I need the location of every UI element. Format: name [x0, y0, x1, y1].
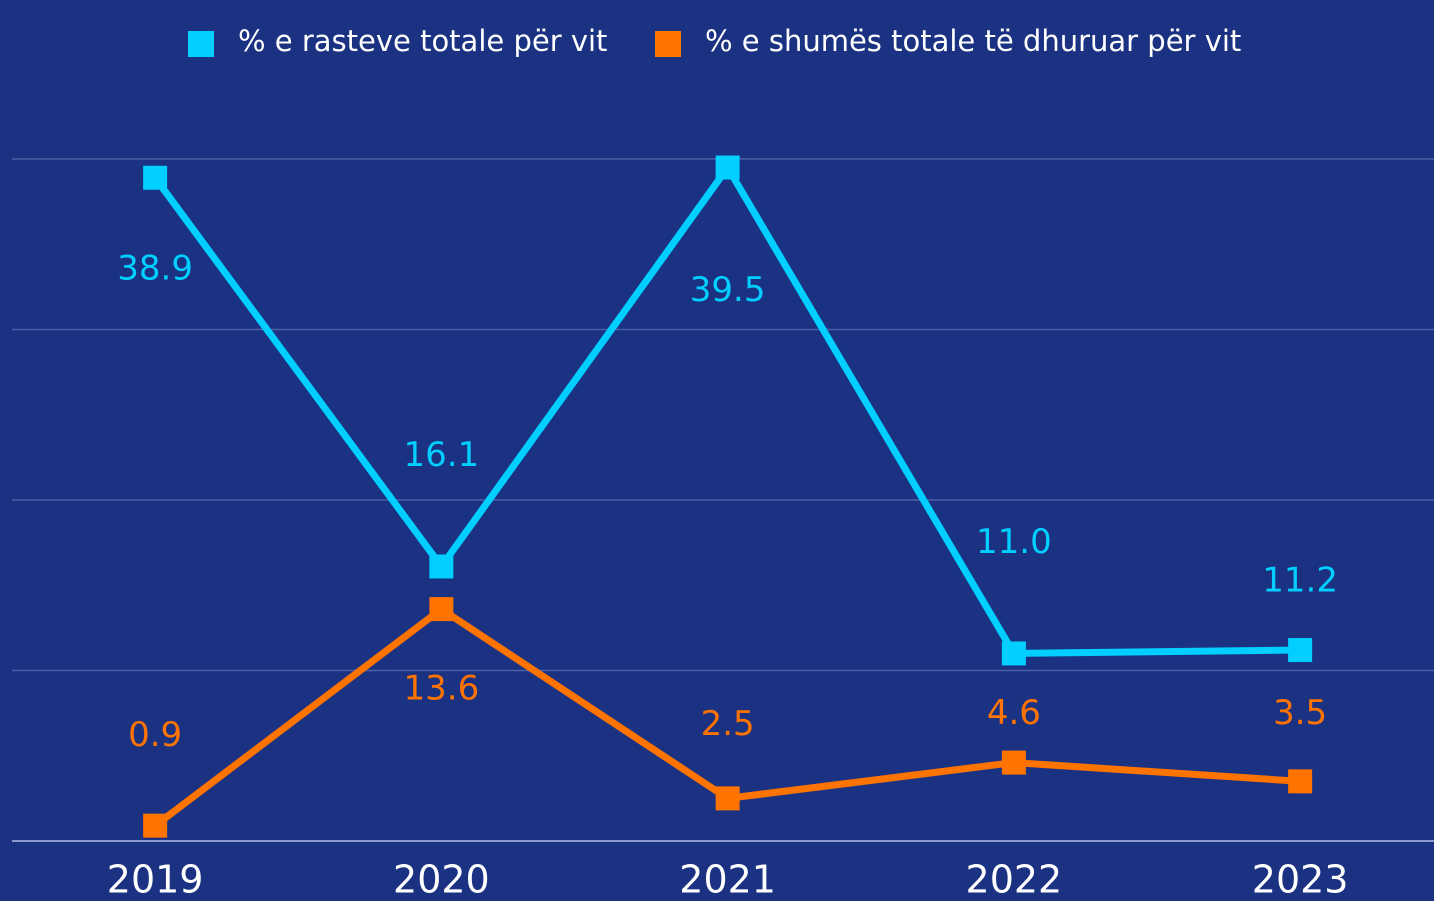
x-tick-label: 2019	[107, 858, 204, 901]
data-label: 13.6	[404, 669, 480, 709]
data-label: 0.9	[128, 715, 182, 755]
data-label: 4.6	[987, 693, 1041, 733]
point-marker	[715, 786, 740, 811]
point-marker	[429, 554, 454, 579]
data-label: 3.5	[1273, 693, 1327, 733]
data-label: 11.2	[1262, 561, 1338, 601]
point-marker	[143, 813, 168, 838]
point-marker	[1001, 641, 1026, 666]
data-label: 39.5	[690, 270, 766, 310]
legend-swatch	[188, 31, 214, 57]
point-marker	[143, 165, 168, 190]
x-tick-label: 2022	[966, 858, 1063, 901]
point-marker	[1001, 750, 1026, 775]
legend-swatch	[655, 31, 681, 57]
point-marker	[715, 155, 740, 180]
legend-label: % e rasteve totale për vit	[238, 24, 607, 58]
point-marker	[1288, 638, 1313, 663]
data-label: 16.1	[404, 435, 480, 475]
data-label: 11.0	[976, 522, 1052, 562]
legend-label: % e shumës totale të dhuruar për vit	[705, 24, 1241, 58]
x-tick-label: 2023	[1252, 858, 1349, 901]
data-label: 38.9	[117, 248, 193, 288]
x-tick-label: 2020	[393, 858, 490, 901]
point-marker	[1288, 769, 1313, 794]
point-marker	[429, 597, 454, 622]
x-tick-label: 2021	[679, 858, 776, 901]
data-label: 2.5	[701, 704, 755, 744]
